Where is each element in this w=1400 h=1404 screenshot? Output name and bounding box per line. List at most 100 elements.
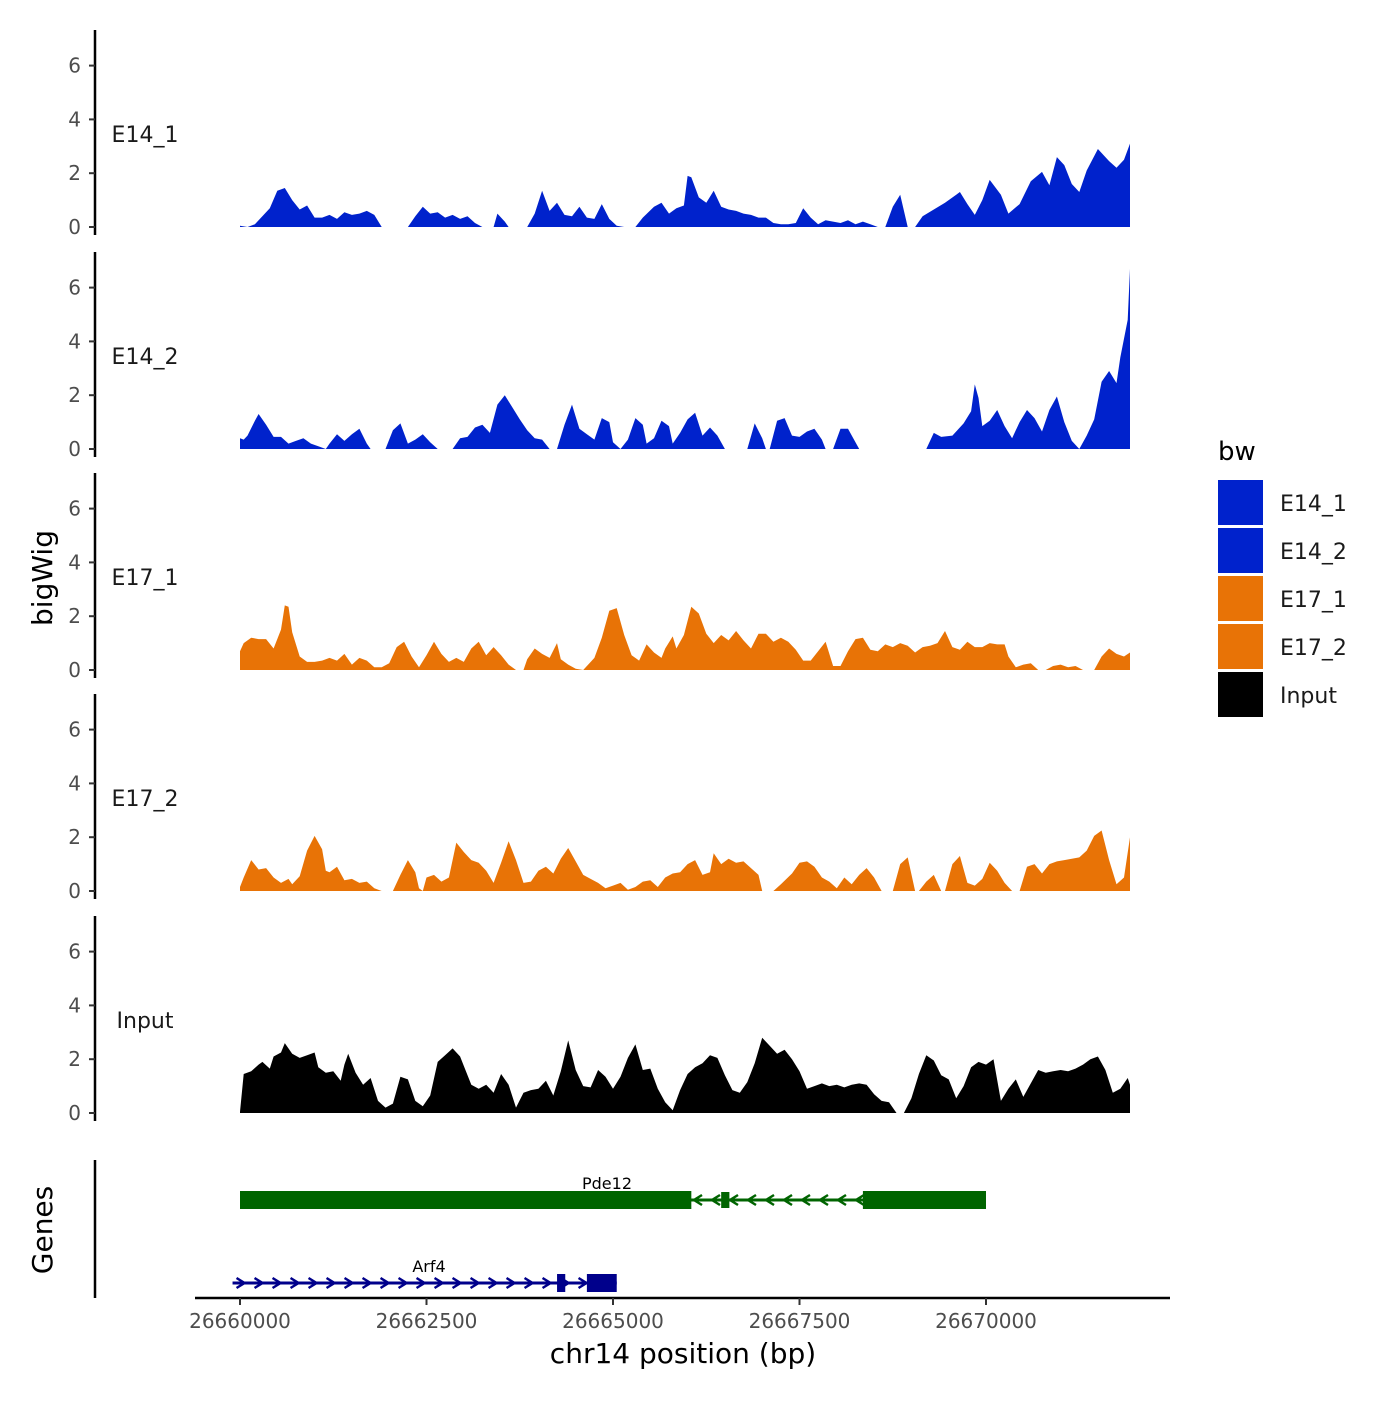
legend-entry: E17_1 (1218, 576, 1347, 621)
strand-chevron (487, 1276, 499, 1290)
strand-chevron (361, 1276, 373, 1290)
legend-entry: Input (1218, 672, 1337, 717)
strand-chevron (763, 1193, 775, 1207)
legend-label: E17_1 (1280, 588, 1347, 613)
legend-swatch (1218, 528, 1263, 573)
y-tick-label: 2 (68, 1047, 81, 1071)
strand-chevron (235, 1276, 247, 1290)
gene-label: Pde12 (582, 1174, 632, 1193)
x-tick-label: 26670000 (935, 1309, 1037, 1333)
y-tick-label: 2 (68, 825, 81, 849)
legend-swatch (1218, 576, 1263, 621)
legend-swatch (1218, 480, 1263, 525)
legend-label: E14_2 (1280, 540, 1347, 565)
legend-label: E17_2 (1280, 636, 1347, 661)
legend-entry: E14_2 (1218, 528, 1347, 573)
gene-pde12: Pde12 (240, 1174, 986, 1209)
y-tick-label: 0 (68, 1101, 81, 1125)
x-tick-label: 26665000 (562, 1309, 664, 1333)
gene-exon (240, 1191, 692, 1209)
y-tick-label: 4 (68, 550, 81, 574)
strand-chevron (307, 1276, 319, 1290)
genes-track: Pde12 Arf4 (93, 1160, 986, 1298)
genes-track-title: Genes (26, 1186, 59, 1274)
y-tick-label: 4 (68, 107, 81, 131)
strand-chevron (709, 1193, 721, 1207)
legend-entries: E14_1 E14_2 E17_1 E17_2 Input (1218, 480, 1347, 717)
legend-swatch (1218, 672, 1263, 717)
coverage-area (240, 268, 1130, 449)
strand-chevron (691, 1193, 703, 1207)
y-tick-label: 6 (68, 940, 81, 964)
x-tick-label: 26667500 (749, 1309, 851, 1333)
y-tick-label: 6 (68, 718, 81, 742)
y-axis-title: bigWig (26, 530, 59, 626)
legend-title: bw (1218, 437, 1256, 467)
track-label: Input (117, 1009, 174, 1034)
strand-chevron (523, 1276, 535, 1290)
strand-chevron (415, 1276, 427, 1290)
x-axis-title: chr14 position (bp) (550, 1337, 816, 1370)
gene-label: Arf4 (412, 1257, 445, 1276)
strand-chevron (271, 1276, 283, 1290)
y-tick-label: 4 (68, 771, 81, 795)
x-axis: 26660000 26662500 26665000 26667500 26670000 (189, 1296, 1170, 1333)
strand-chevron (325, 1276, 337, 1290)
legend-entry: E17_2 (1218, 624, 1347, 669)
y-tick-label: 0 (68, 437, 81, 461)
strand-chevron (745, 1193, 757, 1207)
strand-chevron (799, 1193, 811, 1207)
strand-chevron (433, 1276, 445, 1290)
strand-chevron (289, 1276, 301, 1290)
strand-chevron (253, 1276, 265, 1290)
strand-chevron (451, 1276, 463, 1290)
strand-chevron (379, 1276, 391, 1290)
track-e17-1: 0 2 4 6 E17_1 (68, 473, 1130, 682)
coverage-area (240, 41, 1130, 228)
gene-exon (862, 1191, 986, 1209)
y-tick-label: 4 (68, 329, 81, 353)
y-tick-label: 4 (68, 993, 81, 1017)
strand-chevron (469, 1276, 481, 1290)
coverage-area (240, 1037, 1130, 1113)
strand-chevron (853, 1193, 865, 1207)
y-tick-label: 6 (68, 54, 81, 78)
track-label: E17_1 (112, 566, 179, 591)
strand-chevron (505, 1276, 517, 1290)
x-tick-label: 26662500 (376, 1309, 478, 1333)
strand-chevron (541, 1276, 553, 1290)
strand-chevron (817, 1193, 829, 1207)
y-tick-label: 6 (68, 276, 81, 300)
y-tick-label: 2 (68, 161, 81, 185)
legend-entry: E14_1 (1218, 480, 1347, 525)
legend: bw E14_1 E14_2 E17_1 E17_2 Input (1218, 437, 1347, 717)
strand-chevron (577, 1276, 589, 1290)
y-tick-label: 2 (68, 383, 81, 407)
x-tick-label: 26660000 (189, 1309, 291, 1333)
strand-chevron (343, 1276, 355, 1290)
track-label: E14_2 (112, 345, 179, 370)
gene-exon (586, 1274, 617, 1292)
strand-chevron (781, 1193, 793, 1207)
track-e14-1: 0 2 4 6 E14_1 (68, 30, 1130, 239)
strand-chevron (835, 1193, 847, 1207)
coverage-area (240, 532, 1130, 670)
track-input: 0 2 4 6 Input (68, 916, 1130, 1125)
tracks-layer: 0 2 4 6 E14_1 0 2 4 6 E14_2 0 2 4 6 E17_1 0 2 4 6 E17_2 0 2 4 6… (68, 30, 1130, 1125)
gene-small-exon (721, 1192, 730, 1208)
strand-chevron (397, 1276, 409, 1290)
y-tick-label: 0 (68, 215, 81, 239)
y-tick-label: 0 (68, 879, 81, 903)
legend-label: E14_1 (1280, 492, 1347, 517)
y-tick-label: 2 (68, 604, 81, 628)
track-e17-2: 0 2 4 6 E17_2 (68, 694, 1130, 903)
track-e14-2: 0 2 4 6 E14_2 (68, 252, 1130, 461)
y-tick-label: 0 (68, 658, 81, 682)
legend-label: Input (1280, 684, 1337, 709)
y-tick-label: 6 (68, 497, 81, 521)
legend-swatch (1218, 624, 1263, 669)
coverage-area (240, 753, 1130, 891)
gene-exon (557, 1274, 566, 1292)
